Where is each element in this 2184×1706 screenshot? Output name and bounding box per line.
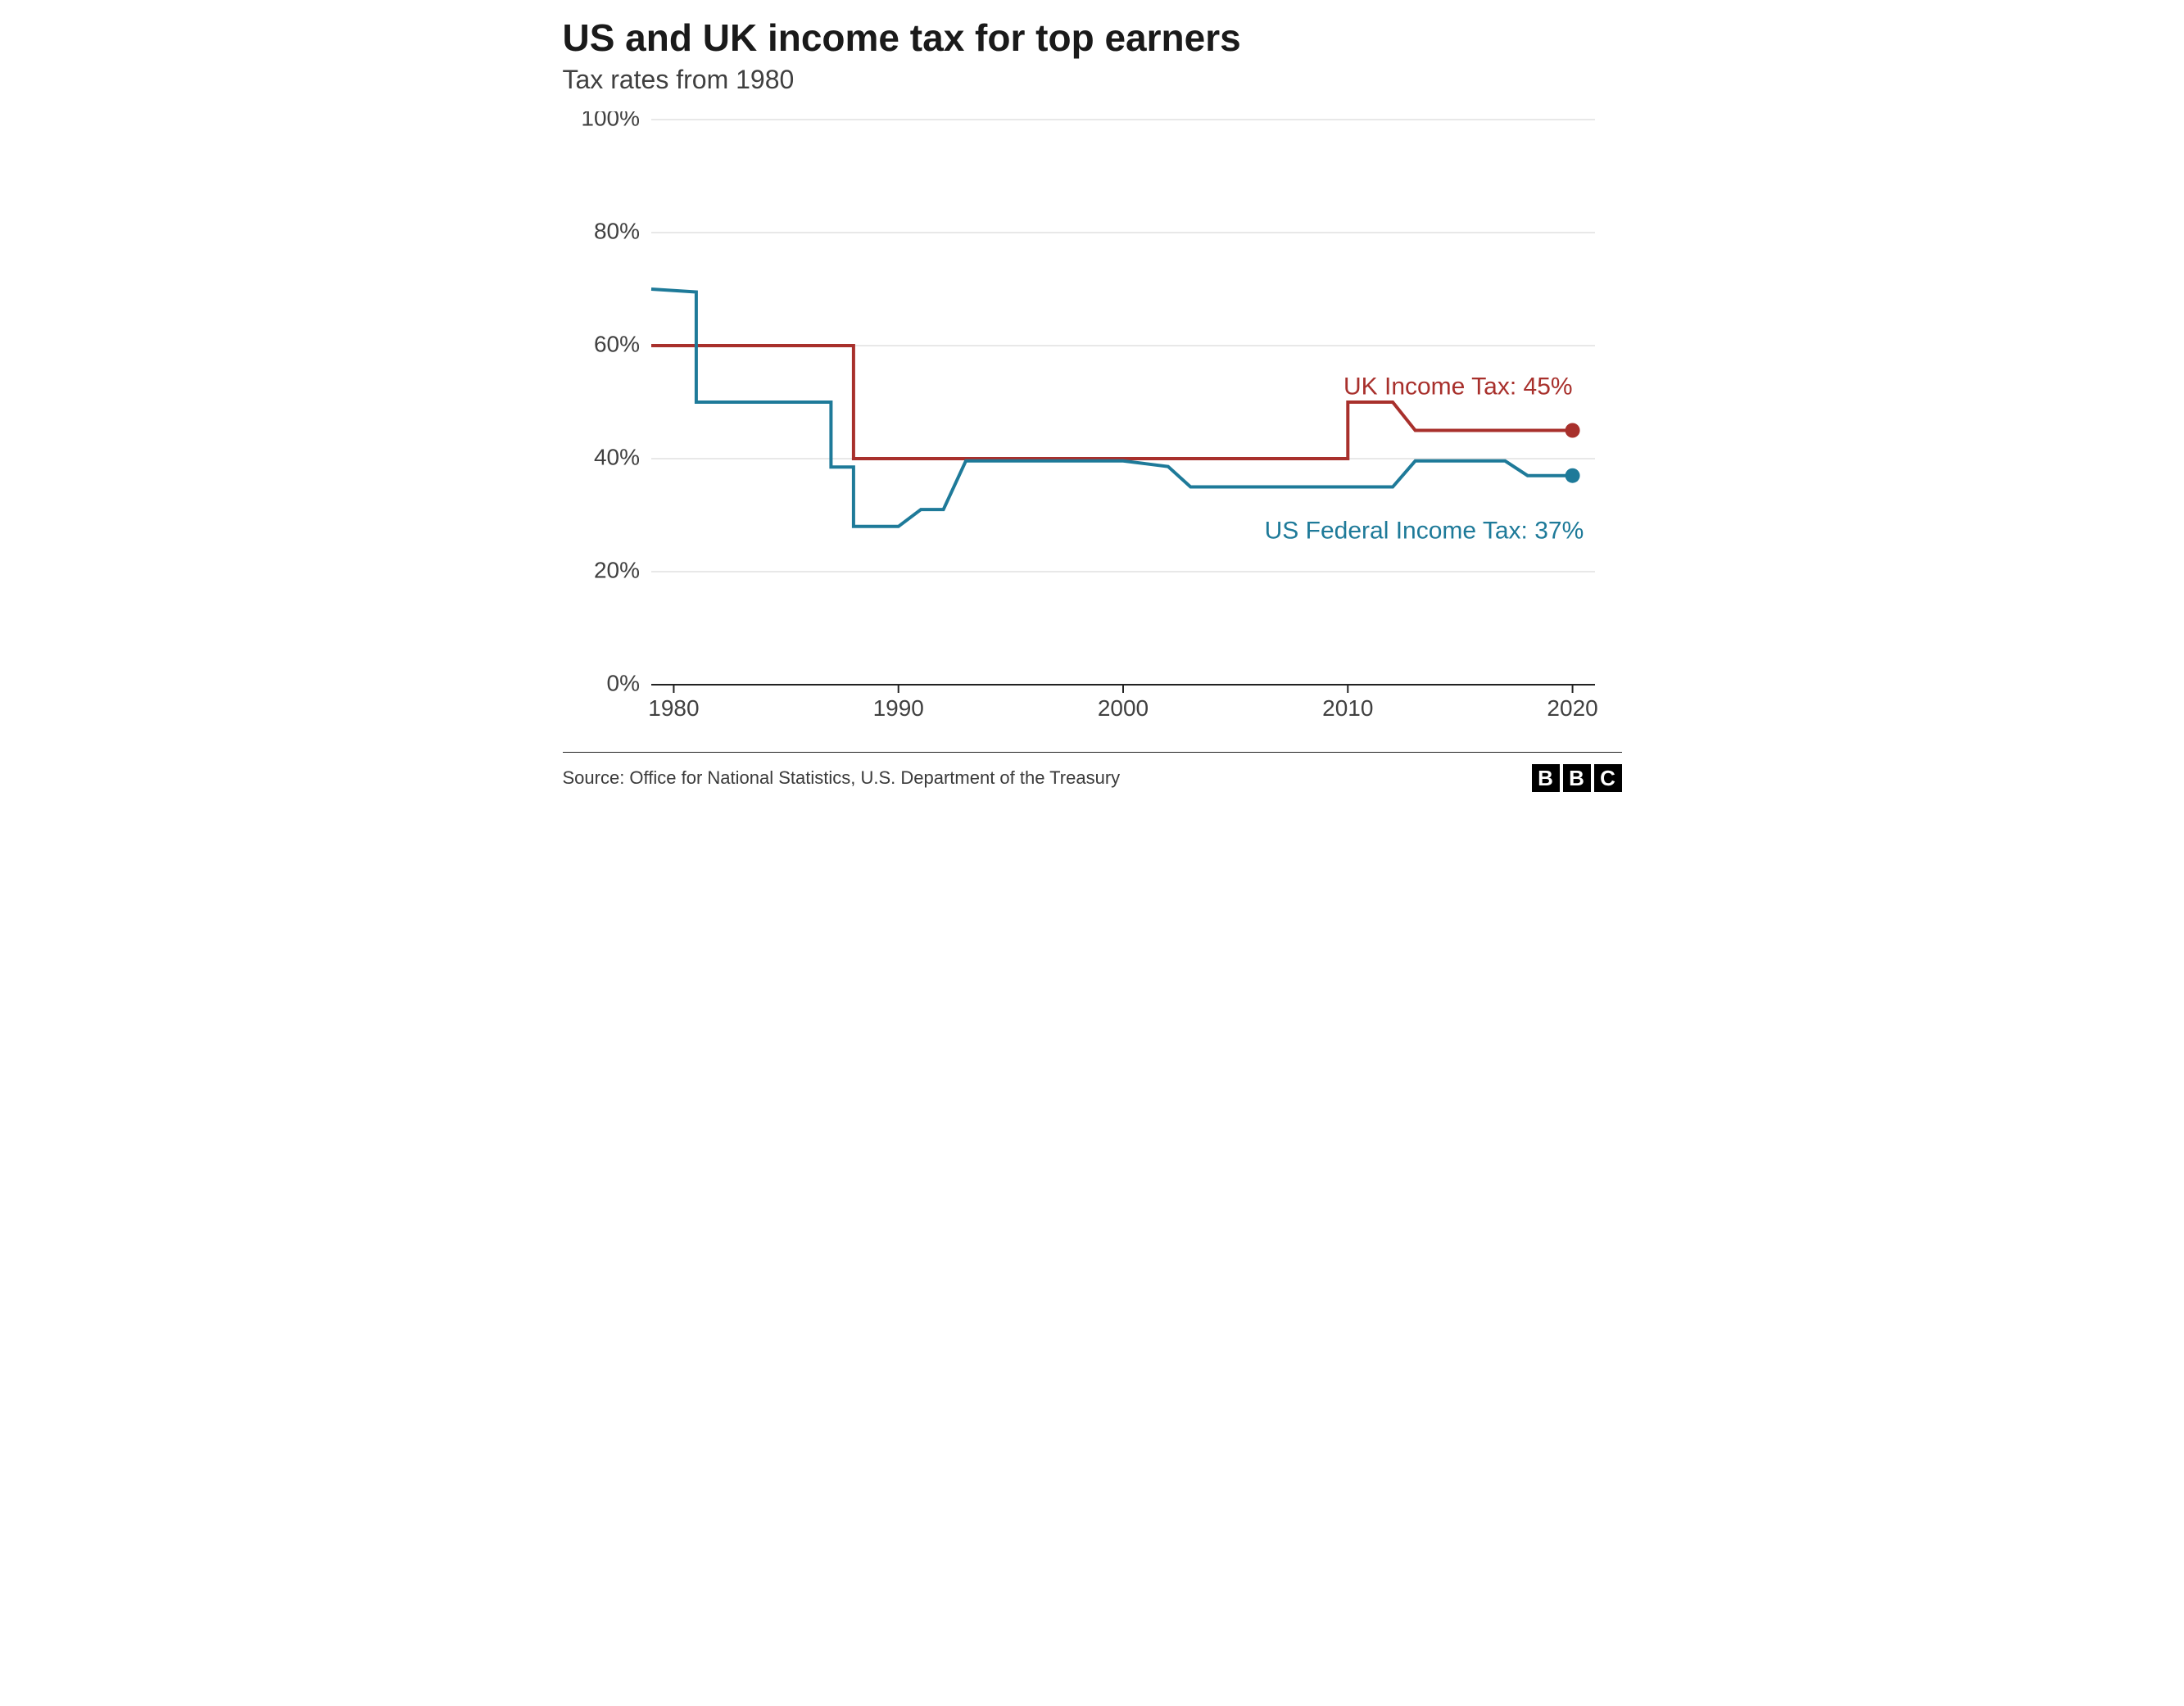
x-axis-label: 2020 — [1547, 695, 1597, 721]
chart-subtitle: Tax rates from 1980 — [563, 65, 1622, 95]
x-axis-label: 2000 — [1097, 695, 1148, 721]
end-marker-us — [1565, 468, 1579, 483]
end-marker-uk — [1565, 423, 1579, 437]
y-axis-label: 100% — [581, 111, 640, 130]
y-axis-label: 80% — [593, 218, 639, 243]
chart-title: US and UK income tax for top earners — [563, 16, 1622, 60]
source-text: Source: Office for National Statistics, … — [563, 767, 1121, 789]
chart-footer: Source: Office for National Statistics, … — [563, 752, 1622, 805]
y-axis-label: 60% — [593, 331, 639, 356]
bbc-logo: B B C — [1532, 764, 1622, 792]
series-line-us — [651, 289, 1573, 527]
y-axis-label: 0% — [606, 670, 639, 695]
chart-container: US and UK income tax for top earners Tax… — [546, 0, 1638, 805]
x-axis-label: 1990 — [872, 695, 923, 721]
y-axis-label: 20% — [593, 557, 639, 582]
series-label-us: US Federal Income Tax: 37% — [1264, 518, 1584, 545]
y-axis-label: 40% — [593, 444, 639, 469]
bbc-logo-letter: B — [1563, 764, 1591, 792]
x-axis-label: 2010 — [1322, 695, 1373, 721]
x-axis-label: 1980 — [648, 695, 699, 721]
bbc-logo-letter: C — [1594, 764, 1622, 792]
series-label-uk: UK Income Tax: 45% — [1343, 373, 1572, 400]
line-chart: 0% 20% 40% 60% 80% 100% 1980 1990 2000 2010 2020 UK… — [563, 111, 1622, 750]
bbc-logo-letter: B — [1532, 764, 1560, 792]
